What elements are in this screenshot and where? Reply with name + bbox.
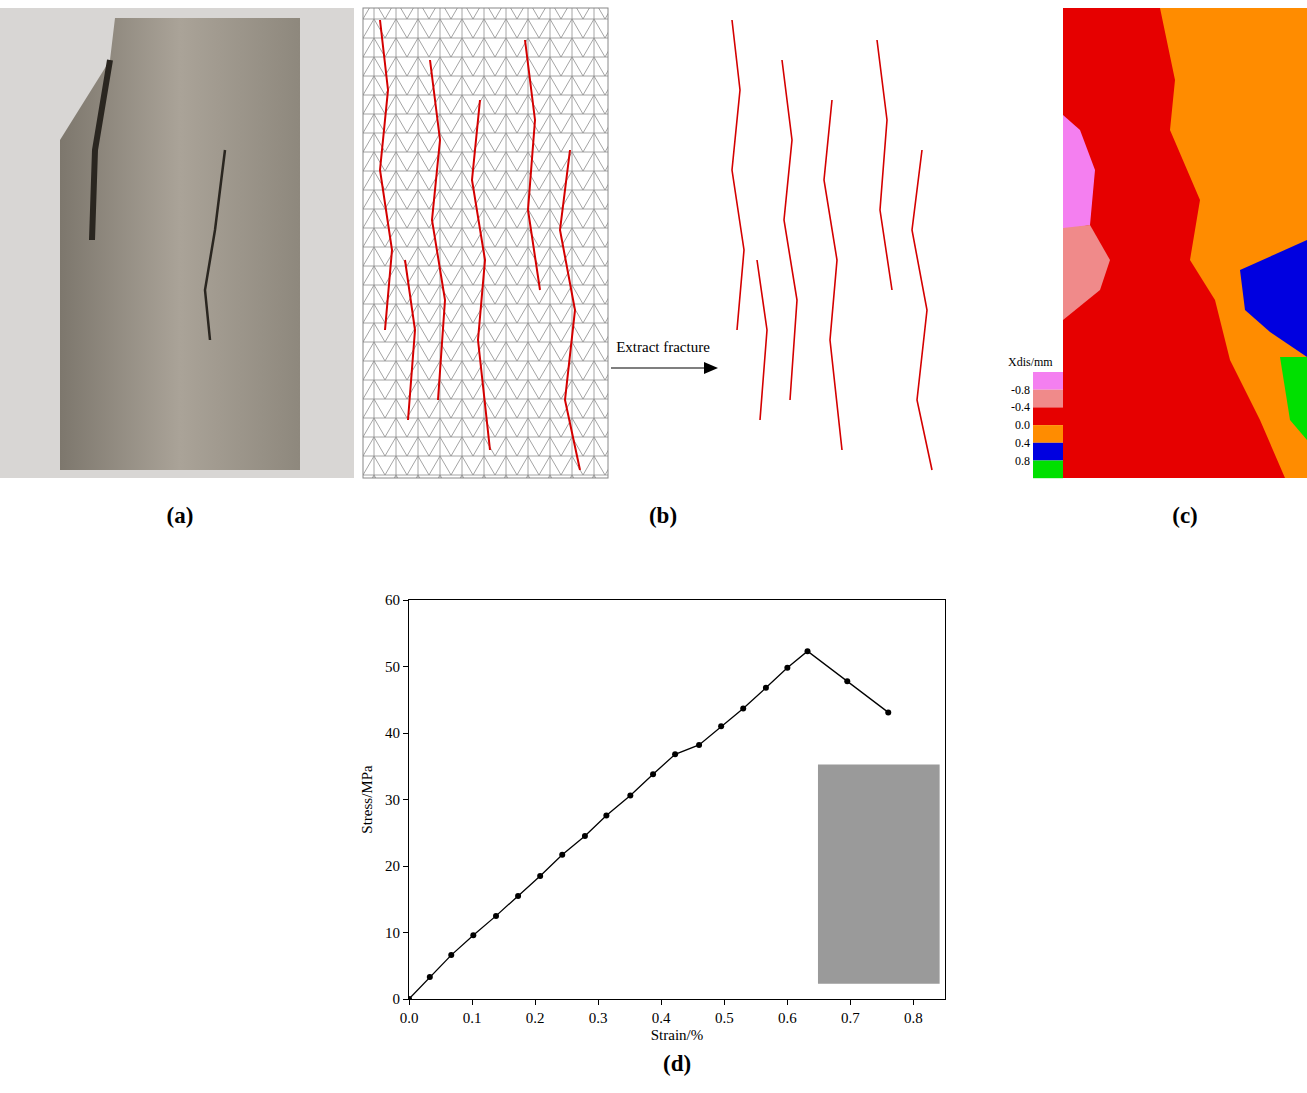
- svg-text:60: 60: [385, 592, 400, 608]
- svg-text:0.8: 0.8: [904, 1010, 923, 1026]
- svg-text:Extract fracture: Extract fracture: [616, 339, 710, 355]
- svg-text:0.4: 0.4: [1015, 436, 1030, 450]
- svg-text:0.0: 0.0: [400, 1010, 419, 1026]
- svg-text:0.6: 0.6: [778, 1010, 797, 1026]
- svg-text:0.1: 0.1: [463, 1010, 482, 1026]
- svg-text:0.2: 0.2: [526, 1010, 545, 1026]
- svg-text:0.4: 0.4: [652, 1010, 671, 1026]
- svg-text:Stress/MPa: Stress/MPa: [359, 765, 375, 834]
- svg-text:(a): (a): [167, 503, 194, 528]
- svg-text:(c): (c): [1172, 503, 1198, 528]
- svg-text:0.5: 0.5: [715, 1010, 734, 1026]
- svg-text:(b): (b): [649, 503, 677, 528]
- svg-text:0: 0: [393, 991, 401, 1007]
- svg-text:0.8: 0.8: [1015, 454, 1030, 468]
- svg-text:0.0: 0.0: [1015, 418, 1030, 432]
- svg-text:-0.8: -0.8: [1011, 383, 1030, 397]
- svg-text:0.3: 0.3: [589, 1010, 608, 1026]
- svg-text:Xdis/mm: Xdis/mm: [1008, 355, 1053, 369]
- svg-text:20: 20: [385, 858, 400, 874]
- svg-text:50: 50: [385, 659, 400, 675]
- svg-text:Strain/%: Strain/%: [651, 1027, 704, 1043]
- svg-text:40: 40: [385, 725, 400, 741]
- svg-text:(d): (d): [663, 1051, 691, 1076]
- svg-text:0.7: 0.7: [841, 1010, 860, 1026]
- svg-text:-0.4: -0.4: [1011, 400, 1030, 414]
- svg-text:10: 10: [385, 925, 400, 941]
- svg-text:30: 30: [385, 792, 400, 808]
